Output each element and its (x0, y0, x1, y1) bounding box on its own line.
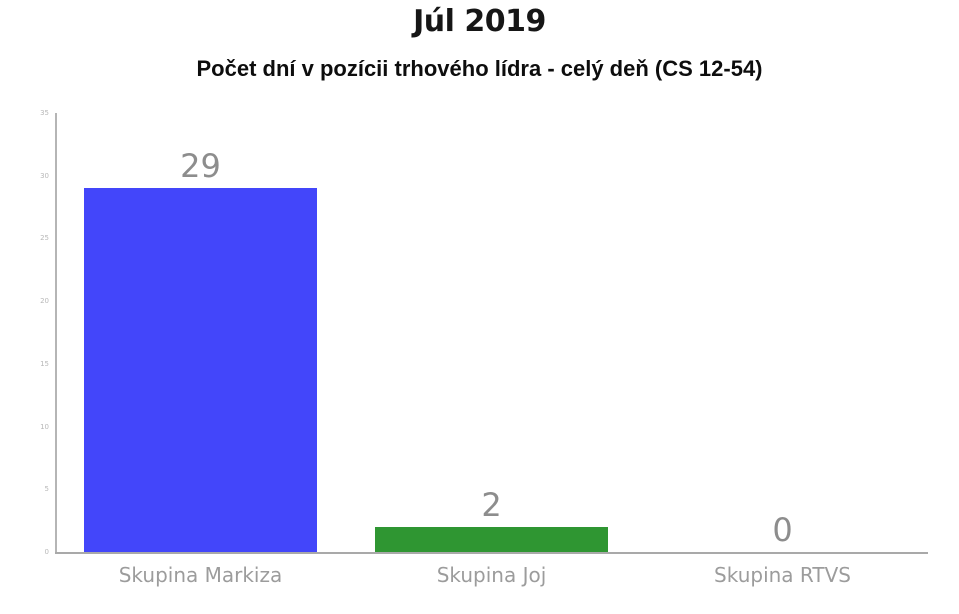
y-axis-line (55, 113, 57, 552)
y-tick-label-30: 30 (40, 171, 49, 180)
x-axis-label-2: Skupina RTVS (714, 563, 851, 587)
y-tick-label-0: 0 (44, 548, 49, 556)
bars-container: 29 2 0 (55, 113, 928, 552)
chart-title: Júl 2019 (413, 4, 546, 39)
y-tick-label-15: 15 (40, 359, 49, 368)
plot-area: 0 5 10 15 20 25 30 35 29 2 0 (40, 110, 928, 556)
bar-value-label-1: 2 (481, 485, 502, 524)
chart-subtitle: Počet dní v pozícii trhového lídra - cel… (196, 56, 763, 81)
y-tick-label-10: 10 (40, 422, 49, 431)
bar-0 (84, 188, 317, 552)
y-tick-label-35: 35 (40, 109, 49, 117)
bar-1 (375, 526, 608, 552)
x-axis-line (55, 552, 928, 554)
bar-slot-1: 2 (346, 113, 637, 552)
x-axis-label-0: Skupina Markiza (118, 563, 283, 587)
x-axis-label-1: Skupina Joj (436, 563, 547, 587)
y-tick-label-25: 25 (40, 234, 49, 243)
bar-slot-0: 29 (55, 113, 346, 552)
x-axis-labels: Skupina Markiza Skupina Joj Skupina RTVS (55, 563, 928, 587)
bar-slot-2: 0 (637, 113, 928, 552)
bar-value-label-2: 0 (772, 511, 793, 549)
y-tick-label-5: 5 (44, 485, 49, 494)
bar-value-label-0: 29 (180, 147, 221, 186)
y-tick-label-20: 20 (40, 297, 49, 306)
